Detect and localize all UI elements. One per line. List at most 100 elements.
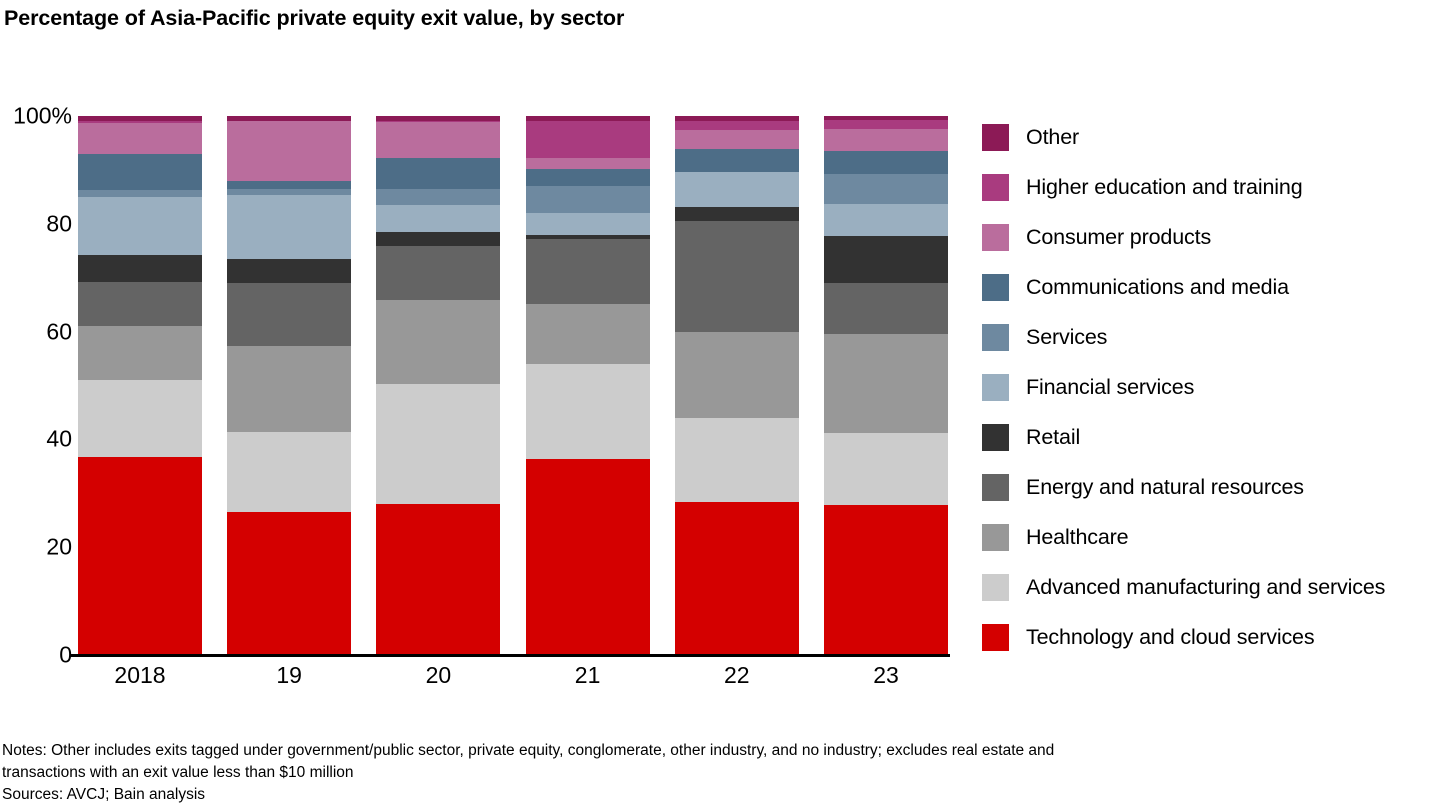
bar-segment[interactable] — [376, 383, 501, 504]
legend-swatch-icon — [982, 123, 1009, 151]
bar-segment[interactable] — [78, 122, 202, 155]
bar-segment[interactable] — [525, 459, 650, 655]
bar-segment[interactable] — [227, 116, 352, 121]
bar-segment[interactable] — [525, 364, 650, 460]
bar-segment[interactable] — [78, 379, 202, 458]
bar-segment[interactable] — [824, 151, 948, 174]
bar-segment[interactable] — [376, 231, 501, 246]
bar-segment[interactable] — [227, 512, 352, 655]
bar-segment[interactable] — [227, 259, 352, 283]
bar-segment[interactable] — [227, 432, 352, 513]
legend: Other Higher education and training Consum… — [982, 112, 1440, 662]
legend-swatch-icon — [982, 423, 1009, 451]
bar-segment[interactable] — [525, 212, 650, 235]
bar-segment[interactable] — [674, 332, 799, 418]
bar-segment[interactable] — [525, 157, 650, 170]
bar-segment[interactable] — [525, 169, 650, 186]
bar-segment[interactable] — [525, 116, 650, 122]
legend-item-label: Other — [1026, 124, 1080, 149]
legend-item[interactable]: Communications and media — [982, 262, 1440, 312]
legend-item[interactable]: Higher education and training — [982, 162, 1440, 212]
stacked-bar[interactable] — [824, 116, 948, 655]
bar-segment[interactable] — [227, 121, 352, 182]
bar-segment[interactable] — [824, 128, 948, 152]
bar-segment[interactable] — [824, 505, 948, 655]
bar-segment[interactable] — [674, 417, 799, 503]
bar-segment[interactable] — [824, 120, 948, 129]
stacked-bar[interactable] — [227, 116, 352, 655]
bar-segment[interactable] — [376, 120, 501, 122]
y-axis-tick-label: 40 — [46, 425, 72, 452]
bar-segment[interactable] — [674, 221, 799, 333]
y-axis-tick-label: 60 — [46, 318, 72, 345]
stacked-bar[interactable] — [525, 116, 650, 655]
bar-segment[interactable] — [376, 503, 501, 655]
legend-item[interactable]: Consumer products — [982, 212, 1440, 262]
bar-segment[interactable] — [525, 234, 650, 240]
legend-item[interactable]: Healthcare — [982, 512, 1440, 562]
bar-segment[interactable] — [824, 173, 948, 204]
legend-swatch-icon — [982, 273, 1009, 301]
legend-item-label: Services — [1026, 324, 1108, 349]
x-axis-baseline — [70, 654, 950, 657]
legend-swatch-icon — [982, 473, 1009, 501]
y-axis-tick-label: 80 — [46, 210, 72, 237]
stacked-bar[interactable] — [376, 116, 501, 655]
bar-segment[interactable] — [376, 245, 501, 300]
legend-item[interactable]: Financial services — [982, 362, 1440, 412]
stacked-bar[interactable] — [78, 116, 202, 655]
stacked-bar[interactable] — [674, 116, 799, 655]
bar-segment[interactable] — [525, 185, 650, 213]
bar-segment[interactable] — [824, 235, 948, 283]
bar-segment[interactable] — [525, 303, 650, 365]
bar-segment[interactable] — [227, 195, 352, 260]
legend-item[interactable]: Energy and natural resources — [982, 462, 1440, 512]
bar-segment[interactable] — [674, 130, 799, 149]
bar-segment[interactable] — [674, 148, 799, 173]
bar-segment[interactable] — [78, 255, 202, 283]
bar-segment[interactable] — [227, 282, 352, 346]
bar-segment[interactable] — [674, 172, 799, 208]
legend-item[interactable]: Retail — [982, 412, 1440, 462]
legend-item[interactable]: Other — [982, 112, 1440, 162]
bar-segment[interactable] — [227, 345, 352, 433]
bar-segment[interactable] — [376, 116, 501, 121]
bar-segment[interactable] — [78, 457, 202, 655]
x-axis-tick-label: 23 — [873, 662, 899, 688]
legend-item[interactable]: Advanced manufacturing and services — [982, 562, 1440, 612]
bar-segment[interactable] — [78, 154, 202, 191]
bar-segment[interactable] — [525, 121, 650, 158]
bar-segment[interactable] — [78, 325, 202, 380]
bar-segment[interactable] — [227, 189, 352, 196]
legend-item[interactable]: Technology and cloud services — [982, 612, 1440, 662]
bar-segment[interactable] — [824, 333, 948, 433]
bar-segment[interactable] — [674, 207, 799, 222]
y-axis-tick-label: 0 — [59, 641, 72, 668]
bar-segment[interactable] — [78, 190, 202, 198]
bar-segment[interactable] — [376, 299, 501, 384]
bar-segment[interactable] — [824, 282, 948, 334]
bar-segment[interactable] — [78, 120, 202, 123]
bar-segment[interactable] — [376, 122, 501, 159]
bar-segment[interactable] — [78, 282, 202, 326]
bar-segment[interactable] — [78, 116, 202, 121]
bar-segment[interactable] — [376, 188, 501, 205]
bar-segment[interactable] — [376, 204, 501, 232]
bar-segment[interactable] — [525, 239, 650, 304]
bar-segment[interactable] — [376, 158, 501, 189]
bar-segment[interactable] — [227, 120, 352, 122]
bar-segment[interactable] — [674, 116, 799, 121]
bar-segment[interactable] — [674, 502, 799, 655]
legend-item[interactable]: Services — [982, 312, 1440, 362]
legend-swatch-icon — [982, 573, 1009, 601]
bar-segment[interactable] — [824, 116, 948, 121]
legend-item-label: Advanced manufacturing and services — [1026, 574, 1386, 599]
bar-segment[interactable] — [824, 203, 948, 236]
bar-segment[interactable] — [824, 432, 948, 506]
bar-segment[interactable] — [227, 181, 352, 190]
legend-item-label: Communications and media — [1026, 274, 1289, 299]
bar-segment[interactable] — [674, 120, 799, 131]
y-axis-tick-label: 100% — [13, 102, 72, 129]
bar-segment[interactable] — [78, 197, 202, 256]
